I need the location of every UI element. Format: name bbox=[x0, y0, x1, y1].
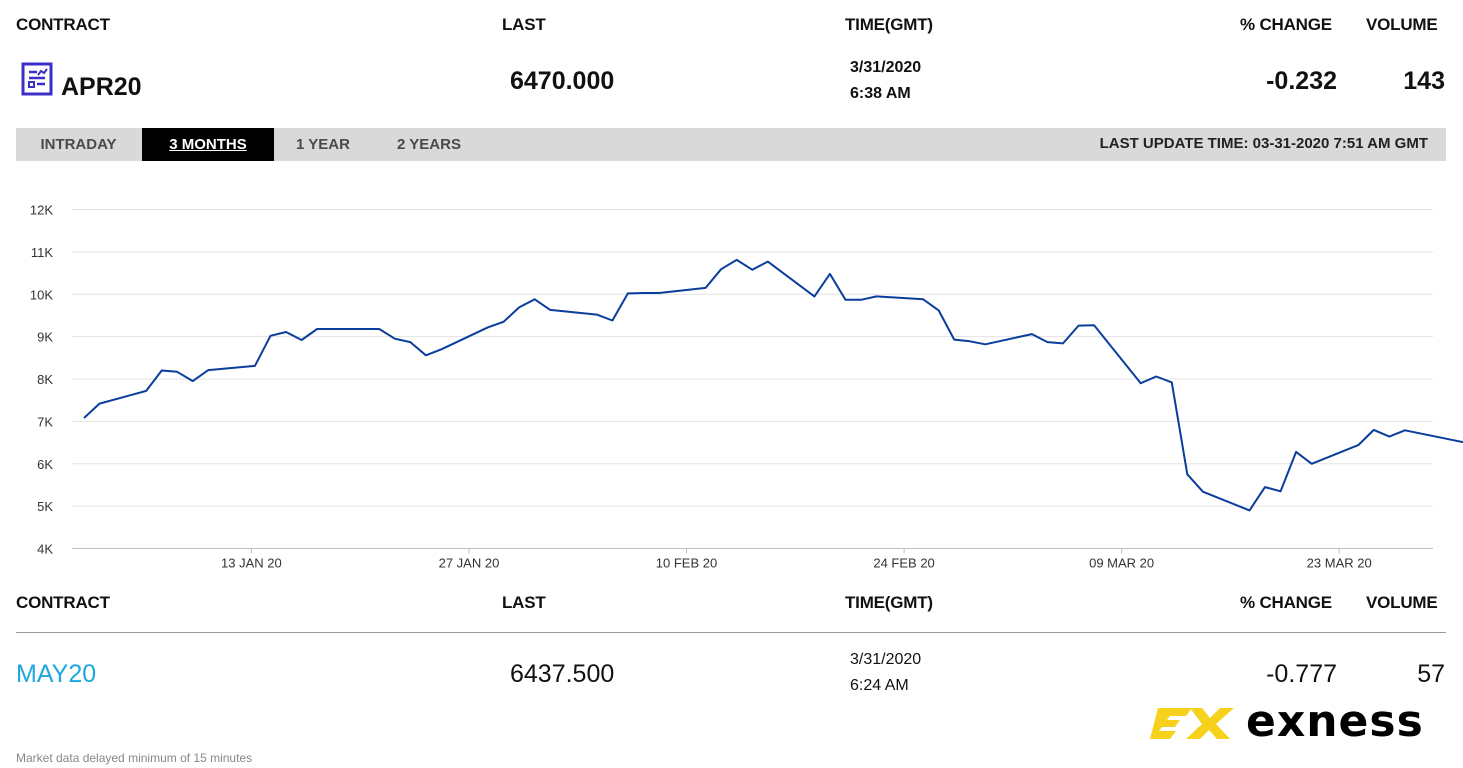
x-tick-label: 27 JAN 20 bbox=[439, 556, 500, 571]
x-tick-label: 24 FEB 20 bbox=[873, 556, 934, 571]
divider bbox=[16, 632, 1446, 633]
tab-intraday[interactable]: INTRADAY bbox=[40, 136, 117, 153]
delay-disclaimer: Market data delayed minimum of 15 minute… bbox=[16, 751, 253, 765]
header-pct-change: % CHANGE bbox=[1240, 15, 1332, 34]
last-time: 6:38 AM bbox=[850, 85, 911, 102]
y-tick-label: 11K bbox=[31, 245, 53, 260]
second-pct-change: -0.777 bbox=[1266, 660, 1337, 688]
tab-3-months[interactable]: 3 MONTHS bbox=[142, 128, 274, 161]
last-date: 3/31/2020 bbox=[850, 59, 922, 76]
second-header-contract: CONTRACT bbox=[16, 593, 110, 612]
y-tick-label: 12K bbox=[30, 203, 53, 218]
y-tick-label: 10K bbox=[30, 287, 53, 302]
second-time: 6:24 AM bbox=[850, 677, 909, 694]
second-header-volume: VOLUME bbox=[1366, 593, 1438, 612]
contract-link-may20[interactable]: MAY20 bbox=[16, 660, 97, 688]
x-tick-label: 23 MAR 20 bbox=[1307, 556, 1372, 571]
y-tick-label: 5K bbox=[37, 499, 53, 514]
price-chart: 12K 11K 10K 9K 8K 7K 6K 5K 4K 13 JAN 20 27 JAN 20… bbox=[30, 203, 1463, 571]
second-volume: 57 bbox=[1417, 660, 1445, 688]
x-tick-label: 13 JAN 20 bbox=[221, 556, 282, 571]
y-tick-label: 9K bbox=[37, 330, 53, 345]
y-tick-label: 6K bbox=[37, 457, 53, 472]
header-last: LAST bbox=[502, 15, 546, 34]
y-tick-label: 4K bbox=[37, 542, 53, 557]
header-volume: VOLUME bbox=[1366, 15, 1438, 34]
tab-1-year[interactable]: 1 YEAR bbox=[296, 136, 350, 153]
tab-2-years[interactable]: 2 YEARS bbox=[397, 136, 461, 153]
report-chart-icon bbox=[21, 62, 53, 96]
second-last-price: 6437.500 bbox=[510, 660, 615, 688]
second-date: 3/31/2020 bbox=[850, 651, 922, 668]
second-header-last: LAST bbox=[502, 593, 546, 612]
exness-mark-icon bbox=[1150, 708, 1234, 739]
x-tick-label: 09 MAR 20 bbox=[1089, 556, 1154, 571]
exness-logo: exness bbox=[1150, 696, 1440, 747]
header-contract: CONTRACT bbox=[16, 15, 110, 34]
brand-name: exness bbox=[1246, 696, 1424, 747]
price-line bbox=[83, 258, 1463, 512]
last-update-time: LAST UPDATE TIME: 03-31-2020 7:51 AM GMT bbox=[1099, 135, 1428, 152]
pct-change: -0.232 bbox=[1266, 67, 1337, 95]
y-tick-label: 7K bbox=[37, 414, 53, 429]
second-header-pct-change: % CHANGE bbox=[1240, 593, 1332, 612]
x-tick-label: 10 FEB 20 bbox=[656, 556, 717, 571]
second-header-time: TIME(GMT) bbox=[845, 593, 933, 612]
header-time: TIME(GMT) bbox=[845, 15, 933, 34]
y-tick-label: 8K bbox=[37, 372, 53, 387]
last-price: 6470.000 bbox=[510, 67, 615, 95]
volume: 143 bbox=[1403, 67, 1445, 95]
range-tabs: INTRADAY 3 MONTHS 1 YEAR 2 YEARS LAST UP… bbox=[16, 128, 1446, 161]
contract-name: APR20 bbox=[61, 73, 142, 101]
